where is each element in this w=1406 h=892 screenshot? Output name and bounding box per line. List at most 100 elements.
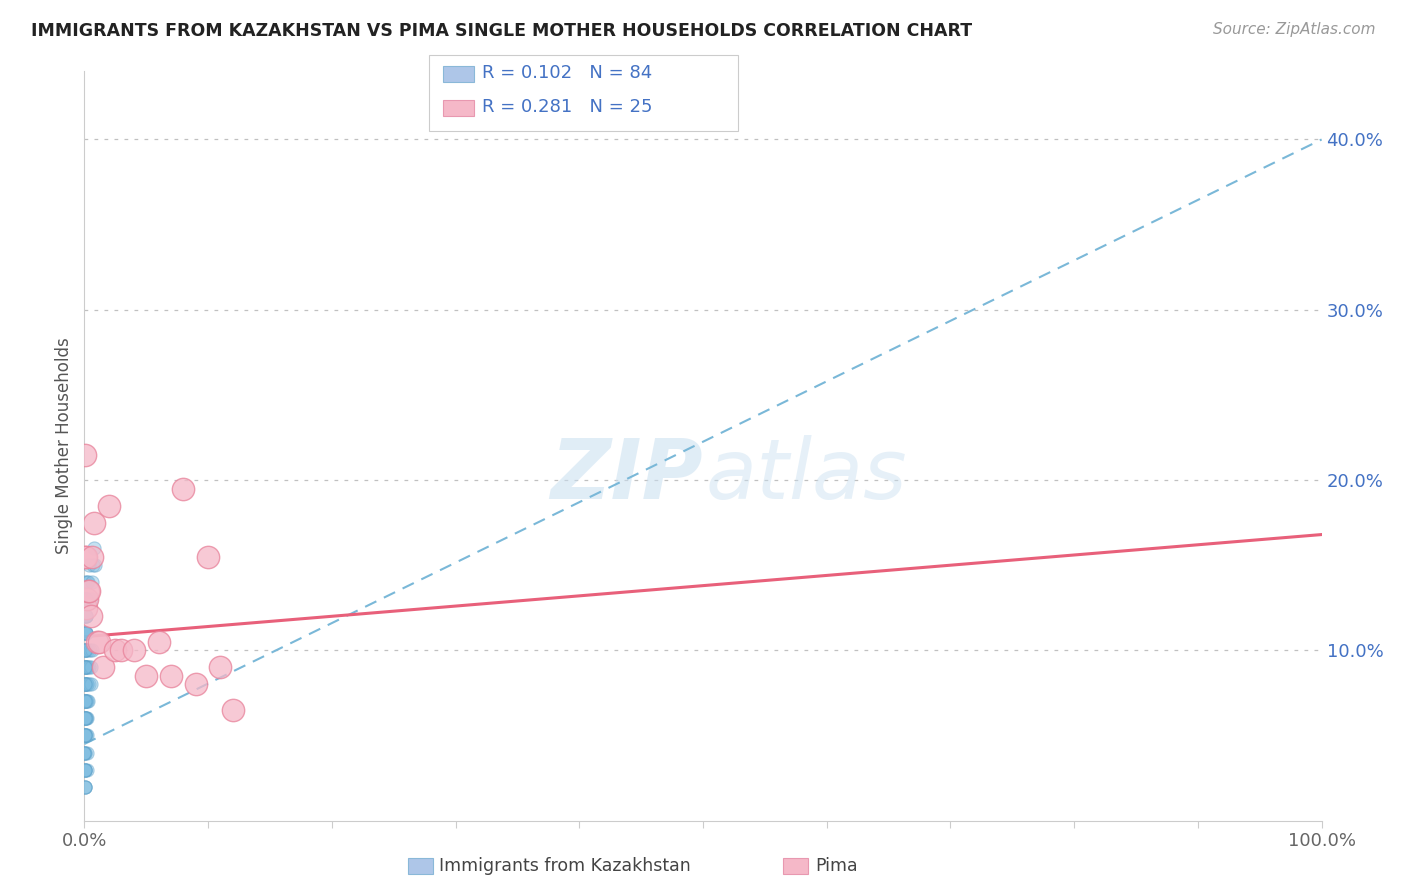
Point — [75, 660, 97, 674]
Point — [184, 677, 207, 691]
Point — [75, 609, 97, 624]
Point — [83, 516, 105, 530]
Point — [75, 549, 97, 564]
Text: R = 0.102   N = 84: R = 0.102 N = 84 — [482, 64, 652, 82]
Point — [76, 575, 98, 590]
Text: Pima: Pima — [815, 857, 858, 875]
Point — [73, 592, 96, 607]
Point — [75, 643, 97, 657]
Point — [75, 643, 97, 657]
Point — [73, 780, 96, 794]
Text: Immigrants from Kazakhstan: Immigrants from Kazakhstan — [439, 857, 690, 875]
Point — [75, 609, 97, 624]
Point — [73, 549, 96, 564]
Point — [82, 558, 104, 573]
Point — [73, 694, 96, 708]
Point — [80, 575, 103, 590]
Point — [73, 746, 96, 760]
Point — [73, 626, 96, 640]
Point — [122, 643, 145, 657]
Point — [79, 660, 101, 674]
Point — [86, 635, 108, 649]
Point — [73, 763, 96, 777]
Point — [83, 541, 105, 556]
Point — [75, 694, 97, 708]
Point — [73, 729, 96, 743]
Point — [79, 609, 101, 624]
Point — [73, 763, 96, 777]
Point — [148, 635, 170, 649]
Point — [73, 609, 96, 624]
Point — [73, 448, 96, 462]
Point — [76, 711, 98, 725]
Point — [73, 711, 96, 725]
Point — [73, 694, 96, 708]
Point — [75, 711, 97, 725]
Point — [135, 669, 157, 683]
Point — [76, 660, 98, 674]
Point — [75, 609, 97, 624]
Point — [73, 746, 96, 760]
Text: IMMIGRANTS FROM KAZAKHSTAN VS PIMA SINGLE MOTHER HOUSEHOLDS CORRELATION CHART: IMMIGRANTS FROM KAZAKHSTAN VS PIMA SINGL… — [31, 22, 972, 40]
Point — [110, 643, 132, 657]
Point — [75, 609, 97, 624]
Point — [79, 592, 101, 607]
Point — [75, 729, 97, 743]
Point — [73, 746, 96, 760]
Point — [75, 643, 97, 657]
Text: Source: ZipAtlas.com: Source: ZipAtlas.com — [1212, 22, 1375, 37]
Point — [84, 558, 107, 573]
Point — [75, 592, 97, 607]
Point — [75, 660, 97, 674]
Point — [160, 669, 183, 683]
Point — [76, 746, 98, 760]
Point — [79, 583, 101, 598]
Point — [73, 780, 96, 794]
Point — [172, 482, 194, 496]
Point — [73, 763, 96, 777]
Point — [73, 729, 96, 743]
Point — [75, 592, 97, 607]
Point — [77, 583, 100, 598]
Point — [75, 643, 97, 657]
Point — [75, 711, 97, 725]
Y-axis label: Single Mother Households: Single Mother Households — [55, 338, 73, 554]
Point — [75, 677, 97, 691]
Text: atlas: atlas — [706, 435, 907, 516]
Point — [76, 763, 98, 777]
Point — [76, 729, 98, 743]
Point — [79, 558, 101, 573]
Point — [77, 677, 100, 691]
Point — [79, 643, 101, 657]
Point — [73, 575, 96, 590]
Point — [89, 635, 111, 649]
Point — [222, 703, 245, 717]
Point — [76, 677, 98, 691]
Point — [73, 711, 96, 725]
Point — [75, 660, 97, 674]
Point — [76, 592, 98, 607]
Point — [73, 746, 96, 760]
Point — [75, 694, 97, 708]
Point — [73, 694, 96, 708]
Point — [73, 660, 96, 674]
Point — [76, 592, 98, 607]
Point — [73, 643, 96, 657]
Text: R = 0.281   N = 25: R = 0.281 N = 25 — [482, 98, 652, 116]
Point — [75, 626, 97, 640]
Point — [75, 729, 97, 743]
Point — [73, 677, 96, 691]
Point — [80, 643, 103, 657]
Point — [76, 677, 98, 691]
Point — [98, 499, 121, 513]
Point — [75, 626, 97, 640]
Point — [75, 600, 97, 615]
Point — [75, 677, 97, 691]
Point — [197, 549, 219, 564]
Text: ZIP: ZIP — [550, 435, 703, 516]
Point — [76, 694, 98, 708]
Point — [76, 660, 98, 674]
Point — [73, 780, 96, 794]
Point — [73, 729, 96, 743]
Point — [80, 660, 103, 674]
